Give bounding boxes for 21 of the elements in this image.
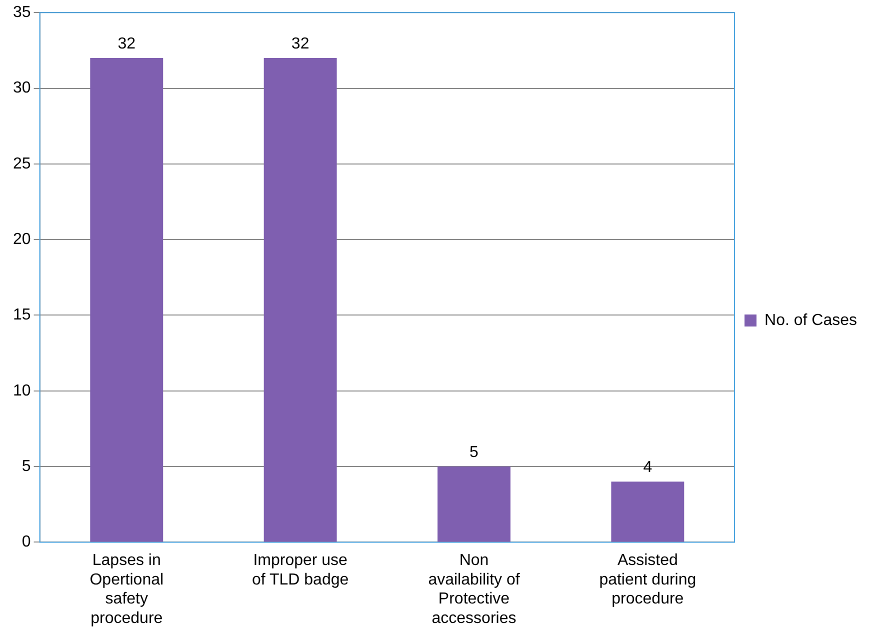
y-tick-label: 5 (22, 458, 31, 475)
y-tick-label: 15 (13, 306, 31, 324)
bar (90, 58, 164, 542)
y-tick-label: 25 (13, 155, 31, 172)
bar (611, 482, 684, 542)
data-label: 5 (470, 444, 479, 461)
bar (264, 58, 337, 542)
y-tick-label: 30 (13, 80, 31, 97)
y-tick-label: 35 (13, 4, 31, 22)
y-tick-label: 0 (22, 534, 31, 551)
y-tick-label: 20 (13, 230, 31, 248)
legend-label: No. of Cases (764, 312, 857, 329)
data-label: 32 (118, 35, 136, 52)
x-tick-label: Assisted patient during procedure (599, 552, 696, 608)
data-label: 32 (291, 35, 310, 52)
data-label: 4 (643, 459, 652, 476)
x-tick-label: Improper use of TLD badge (252, 552, 349, 588)
y-tick-label: 10 (13, 382, 31, 400)
x-tick-label: Lapses in Opertional safety procedure (90, 552, 164, 627)
x-tick-label: Non availability of Protective accessories (428, 552, 520, 627)
bar (438, 466, 510, 542)
